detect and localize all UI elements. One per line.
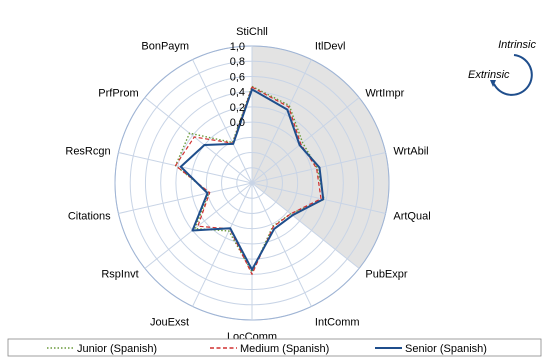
annotation-arrow-icon — [493, 54, 533, 96]
series-medium-spanish — [174, 86, 322, 275]
tick-label: 1,0 — [230, 41, 245, 53]
spoke-intcomm — [251, 182, 312, 307]
intrinsic-extrinsic-annotation: Intrinsic Extrinsic — [468, 39, 536, 96]
axis-label-artqual: ArtQual — [393, 210, 430, 222]
annotation-extrinsic: Extrinsic — [468, 69, 510, 81]
spoke-bonpaym — [192, 59, 253, 184]
spoke-pubexpr — [251, 182, 360, 269]
axis-label-wrtabil: WrtAbil — [393, 146, 428, 158]
tick-label: 0,4 — [230, 87, 245, 99]
series-senior-spanish — [179, 88, 325, 271]
legend-label-junior: Junior (Spanish) — [77, 343, 157, 355]
tick-label: 0,8 — [230, 56, 245, 68]
series-junior-spanish — [174, 85, 325, 273]
axis-label-wrtimpr: WrtImpr — [365, 88, 404, 100]
axis-label-intcomm: IntComm — [315, 317, 360, 329]
axis-label-prfprom: PrfProm — [98, 88, 138, 100]
spoke-rspinvt — [144, 182, 253, 269]
axis-label-stichll: StiChll — [236, 26, 268, 38]
legend: Junior (Spanish) Medium (Spanish) Senior… — [7, 338, 542, 357]
axis-label-resrcgn: ResRcgn — [65, 146, 110, 158]
axis-label-jouexst: JouExst — [150, 317, 189, 329]
intrinsic-shade-layer — [252, 46, 389, 269]
tick-label: 0,6 — [230, 71, 245, 83]
axis-label-itldevl: ItlDevl — [315, 40, 346, 52]
intrinsic-sector — [252, 46, 389, 269]
series-layer — [174, 85, 325, 275]
spoke-itldevl — [251, 59, 312, 184]
annotation-intrinsic: Intrinsic — [498, 39, 536, 51]
legend-label-medium: Medium (Spanish) — [240, 343, 329, 355]
spoke-citations — [118, 182, 253, 214]
axis-label-citations: Citations — [68, 210, 111, 222]
spoke-resrcgn — [118, 152, 253, 184]
grid-layer — [114, 45, 390, 321]
spoke-jouexst — [192, 182, 253, 307]
legend-label-senior: Senior (Spanish) — [405, 343, 487, 355]
axis-label-pubexpr: PubExpr — [365, 268, 408, 280]
label-layer: 0,0 0,2 0,4 0,6 0,8 1,0 StiChll ItlDevl WrtImpr W… — [65, 26, 430, 343]
annotation-arrowhead-icon — [490, 80, 496, 87]
legend-box — [7, 338, 542, 357]
axis-label-bonpaym: BonPaym — [141, 40, 189, 52]
spoke-artqual — [251, 182, 386, 214]
spoke-wrtimpr — [251, 97, 360, 184]
tick-label: 0,0 — [230, 117, 245, 129]
spoke-prfprom — [144, 97, 253, 184]
tick-label: 0,2 — [230, 102, 245, 114]
axis-label-rspinvt: RspInvt — [101, 268, 138, 280]
